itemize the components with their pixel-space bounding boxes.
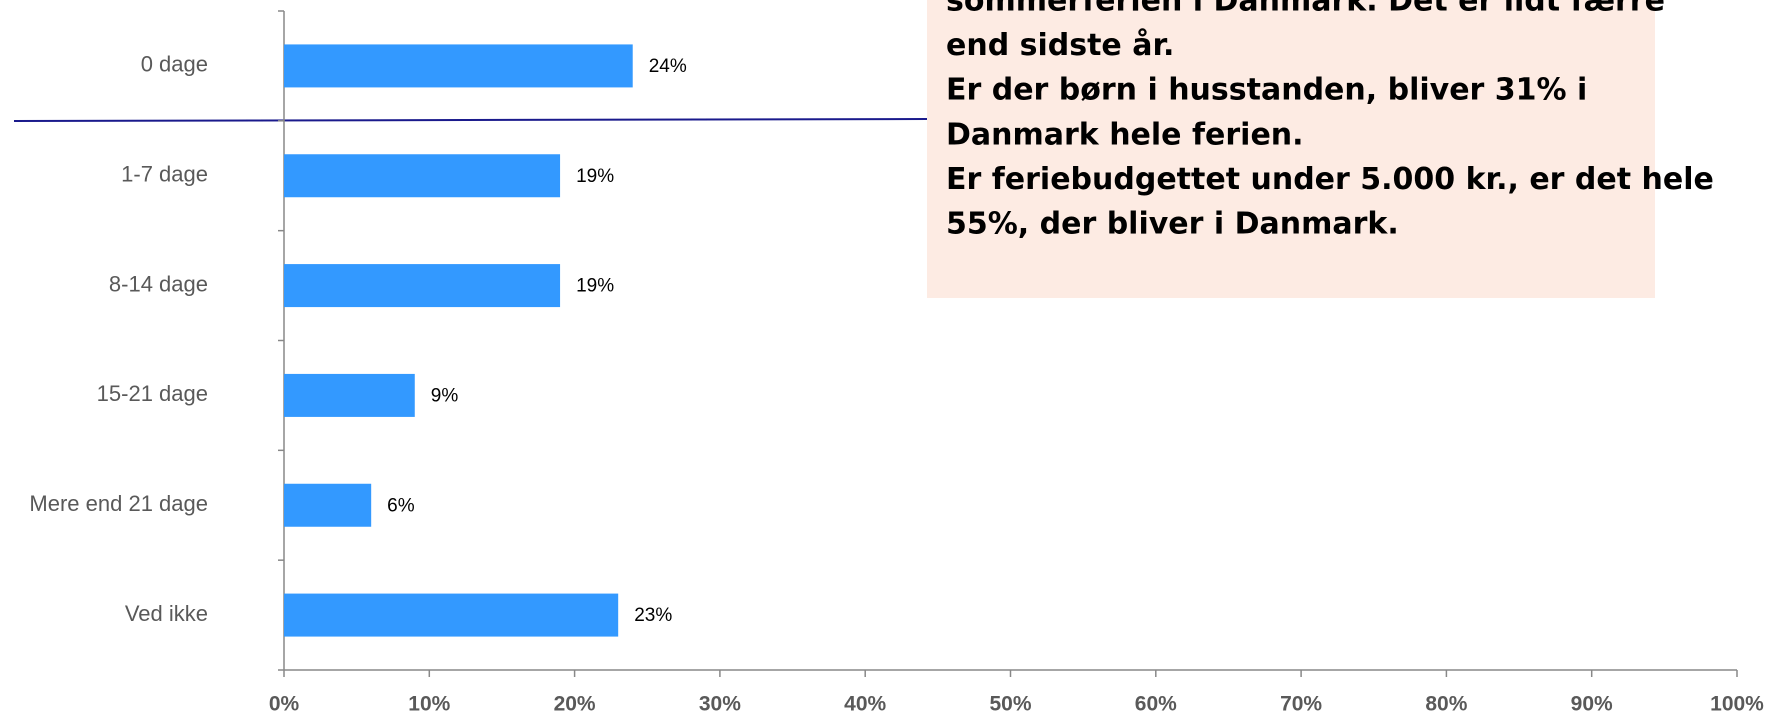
bar	[284, 373, 415, 417]
annotation-text: Danmark hele ferien.	[946, 117, 1304, 152]
divider-line	[13, 118, 928, 122]
bar	[284, 44, 633, 88]
annotation-text: 55%, der bliver i Danmark.	[946, 207, 1399, 242]
data-label: 9%	[431, 385, 459, 406]
x-tick-label: 10%	[408, 693, 450, 715]
y-tick-label: 15-21 dage	[97, 381, 208, 406]
x-tick-label: 70%	[1280, 693, 1322, 715]
y-tick-label: 1-7 dage	[121, 162, 208, 187]
x-tick-label: 60%	[1135, 693, 1177, 715]
data-label: 6%	[387, 495, 415, 516]
bar	[284, 154, 561, 198]
annotation-text: sommerferien i Danmark. Det er lidt færr…	[946, 0, 1665, 19]
data-label: 24%	[649, 56, 687, 77]
x-tick-label: 40%	[844, 693, 886, 715]
y-tick-label: 8-14 dage	[109, 271, 208, 296]
x-tick-label: 50%	[989, 693, 1031, 715]
bar	[284, 483, 372, 527]
annotation-box	[927, 0, 1655, 298]
x-tick-label: 90%	[1571, 693, 1613, 715]
data-label: 19%	[576, 276, 614, 297]
data-label: 23%	[634, 605, 672, 626]
x-tick-label: 80%	[1425, 693, 1467, 715]
data-label: 19%	[576, 166, 614, 187]
bar	[284, 264, 561, 308]
x-tick-label: 100%	[1710, 693, 1764, 715]
y-tick-label: Mere end 21 dage	[29, 491, 208, 516]
annotation-text: Er feriebudgettet under 5.000 kr., er de…	[946, 162, 1714, 197]
bar	[284, 593, 619, 637]
x-tick-label: 0%	[269, 693, 300, 715]
y-tick-label: 0 dage	[141, 52, 208, 77]
x-tick-label: 30%	[699, 693, 741, 715]
x-tick-label: 20%	[554, 693, 596, 715]
annotation-text: Er der børn i husstanden, bliver 31% i	[946, 73, 1587, 108]
annotation-text: end sidste år.	[946, 27, 1174, 63]
y-tick-label: Ved ikke	[125, 601, 208, 626]
